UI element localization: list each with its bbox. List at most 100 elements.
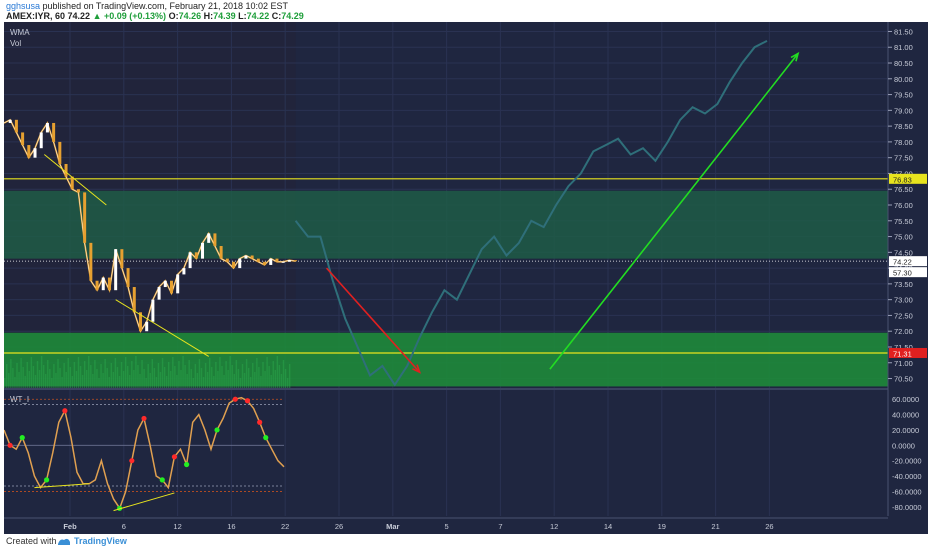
candle bbox=[58, 141, 62, 164]
candle bbox=[21, 132, 25, 146]
volume-bar bbox=[266, 357, 268, 388]
volume-bar bbox=[77, 357, 80, 388]
candle bbox=[126, 268, 130, 288]
osc-buy-marker bbox=[214, 427, 220, 433]
symbol-label: AMEX:IYR, 60 bbox=[6, 11, 66, 21]
candle bbox=[145, 321, 149, 332]
candle bbox=[176, 274, 180, 294]
volume-bar bbox=[184, 365, 186, 388]
volume-bar bbox=[194, 364, 197, 388]
resistance-zone bbox=[4, 190, 888, 259]
time-axis-label: Feb bbox=[63, 522, 77, 531]
volume-bar bbox=[129, 375, 131, 388]
candle bbox=[39, 132, 43, 149]
price-axis-background bbox=[888, 22, 928, 534]
time-axis-label: 14 bbox=[604, 522, 612, 531]
trendline-2 bbox=[115, 299, 209, 357]
candle bbox=[244, 255, 248, 259]
volume-bar bbox=[280, 374, 283, 388]
low-value: 74.22 bbox=[246, 11, 270, 21]
tradingview-brand[interactable]: TradingView bbox=[74, 536, 127, 546]
price-badge-label: 71.31 bbox=[893, 349, 912, 358]
candle bbox=[151, 299, 155, 322]
volume-bar bbox=[86, 370, 88, 388]
price-axis-label: 78.00 bbox=[894, 138, 913, 147]
volume-bar bbox=[32, 366, 35, 388]
candle bbox=[52, 122, 56, 142]
volume-bar bbox=[262, 362, 264, 388]
osc-divergence-1 bbox=[34, 483, 90, 489]
volume-bar bbox=[63, 363, 65, 388]
price-badge bbox=[889, 267, 927, 278]
volume-bar bbox=[198, 359, 201, 388]
volume-bar bbox=[18, 372, 20, 388]
volume-bar bbox=[270, 375, 272, 388]
volume-bar bbox=[178, 361, 180, 388]
volume-bar bbox=[149, 373, 151, 388]
volume-bar bbox=[225, 361, 227, 388]
osc-buy-marker bbox=[263, 435, 269, 441]
volume-bar bbox=[6, 364, 8, 388]
volume-bar bbox=[157, 363, 160, 388]
volume-bar bbox=[73, 362, 76, 388]
trendline-1 bbox=[44, 154, 107, 206]
chart-canvas[interactable]: 81.50 81.00 80.50 80.00 79.50 79.00 78.50 78.00… bbox=[4, 22, 928, 534]
volume-bar bbox=[186, 374, 188, 388]
candle bbox=[157, 287, 161, 300]
volume-bar bbox=[110, 363, 112, 388]
candle bbox=[294, 260, 298, 262]
candle bbox=[132, 287, 136, 313]
candle bbox=[281, 261, 285, 263]
volume-bar bbox=[135, 356, 137, 388]
volume-bar bbox=[40, 356, 43, 388]
volume-bar bbox=[69, 367, 71, 388]
price-axis-label: 81.00 bbox=[894, 43, 913, 52]
volume-bar bbox=[284, 369, 287, 388]
price-badge-label: 74.22 bbox=[893, 258, 912, 267]
volume-bar bbox=[59, 368, 61, 388]
author-name[interactable]: gghsusa bbox=[6, 1, 41, 11]
volume-bar bbox=[71, 376, 74, 388]
time-axis-label: 12 bbox=[173, 522, 181, 531]
candle bbox=[188, 252, 192, 269]
volume-bar bbox=[213, 376, 215, 388]
volume-bar bbox=[122, 371, 125, 388]
volume-bar bbox=[24, 376, 26, 388]
volume-bar bbox=[161, 358, 164, 388]
volume-bar bbox=[79, 366, 82, 388]
volume-bar bbox=[288, 364, 291, 388]
price-axis-label: 75.00 bbox=[894, 233, 913, 242]
wma-label[interactable]: WMA bbox=[10, 28, 30, 37]
wt-label[interactable]: WT_I bbox=[10, 395, 30, 404]
price-axis-label: 79.50 bbox=[894, 91, 913, 100]
osc-axis-label: -60.0000 bbox=[892, 487, 922, 496]
candle bbox=[169, 280, 173, 294]
price-axis-label: 72.00 bbox=[894, 327, 913, 336]
vol-label[interactable]: Vol bbox=[10, 39, 22, 48]
price-axis-label: 77.50 bbox=[894, 154, 913, 163]
volume-bar bbox=[112, 372, 115, 388]
volume-bar bbox=[100, 364, 102, 388]
volume-bar bbox=[75, 371, 78, 388]
candle bbox=[76, 189, 80, 193]
volume-bar bbox=[124, 357, 127, 388]
volume-bar bbox=[102, 373, 104, 388]
osc-axis-label: -40.0000 bbox=[892, 472, 922, 481]
volume-bar bbox=[245, 359, 248, 388]
volume-bar bbox=[106, 368, 108, 388]
low-label: L: bbox=[238, 11, 247, 21]
candle bbox=[27, 145, 31, 158]
candle bbox=[194, 252, 198, 259]
volume-bar bbox=[276, 356, 279, 388]
osc-sell-marker bbox=[232, 396, 238, 402]
candle bbox=[213, 233, 217, 247]
chart-area[interactable]: 81.50 81.00 80.50 80.00 79.50 79.00 78.50 78.00… bbox=[4, 22, 928, 534]
volume-bar bbox=[8, 373, 10, 388]
price-axis-label: 74.50 bbox=[894, 248, 913, 257]
time-axis-label: 19 bbox=[658, 522, 666, 531]
osc-buy-marker bbox=[44, 477, 50, 483]
volume-bar bbox=[53, 364, 55, 388]
volume-bar bbox=[155, 377, 158, 388]
candle bbox=[201, 242, 205, 259]
osc-axis-label: 60.0000 bbox=[892, 395, 919, 404]
